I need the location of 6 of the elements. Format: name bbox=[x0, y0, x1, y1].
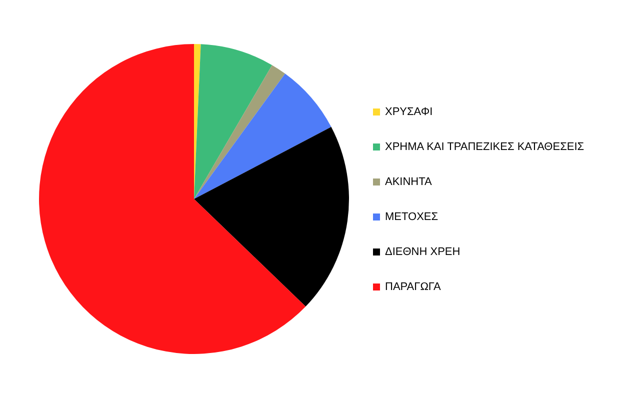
legend-label: ΜΕΤΟΧΕΣ bbox=[385, 211, 438, 223]
legend-label: ΑΚΙΝΗΤΑ bbox=[385, 176, 433, 188]
legend-label: ΧΡΥΣΑΦΙ bbox=[385, 106, 433, 118]
legend-label: ΧΡΗΜΑ ΚΑΙ ΤΡΑΠΕΖΙΚΕΣ ΚΑΤΑΘΕΣΕΙΣ bbox=[385, 141, 584, 153]
legend-label: ΠΑΡΑΓΩΓΑ bbox=[385, 281, 442, 293]
legend-label: ΔΙΕΘΝΗ ΧΡΕΗ bbox=[385, 246, 460, 258]
